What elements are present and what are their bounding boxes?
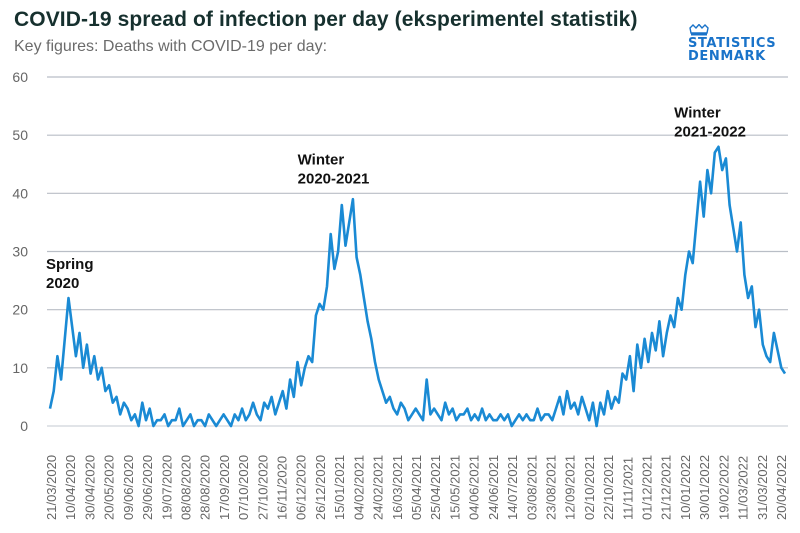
y-tick-label: 0 [20, 418, 28, 434]
x-tick-label: 19/02/2022 [716, 455, 731, 520]
x-tick-label: 21/12/2021 [659, 455, 674, 520]
x-tick-label: 07/10/2020 [236, 455, 251, 520]
x-tick-label: 14/07/2021 [505, 455, 520, 520]
x-tick-label: 03/08/2021 [524, 455, 539, 520]
x-tick-label: 30/04/2020 [82, 455, 97, 520]
y-tick-label: 30 [12, 244, 28, 260]
y-tick-label: 10 [12, 360, 28, 376]
x-tick-label: 11/03/2022 [736, 456, 751, 520]
series-line-deaths [48, 145, 787, 428]
annotation-label: Winter [674, 105, 721, 122]
x-tick-label: 20/04/2022 [774, 455, 789, 520]
y-tick-label: 40 [12, 185, 28, 201]
x-tick-label: 22/10/2021 [601, 455, 616, 520]
annotation-label: 2020 [46, 275, 79, 292]
x-tick-label: 15/05/2021 [447, 455, 462, 520]
x-tick-label: 01/12/2021 [640, 455, 655, 520]
logo-line-2: DENMARK [688, 49, 766, 64]
x-tick-label: 08/08/2020 [178, 455, 193, 520]
logo-line-1: STATISTICS [688, 36, 777, 51]
annotation-label: Winter [298, 151, 345, 168]
x-tick-label: 10/01/2022 [678, 455, 693, 520]
x-tick-label: 16/03/2021 [390, 455, 405, 520]
x-tick-label: 20/05/2020 [102, 455, 117, 520]
x-tick-label: 28/08/2020 [198, 455, 213, 520]
x-tick-label: 11/11/2021 [620, 457, 635, 520]
x-tick-label: 30/01/2022 [697, 455, 712, 520]
x-tick-label: 04/02/2021 [351, 455, 366, 520]
x-tick-label: 31/03/2022 [755, 455, 770, 520]
annotation-label: 2020-2021 [298, 170, 370, 187]
x-tick-label: 15/01/2021 [332, 455, 347, 520]
x-tick-label: 09/06/2020 [121, 455, 136, 520]
chart-title: COVID-19 spread of infection per day (ek… [14, 8, 638, 31]
x-tick-label: 25/04/2021 [428, 455, 443, 520]
y-tick-label: 50 [12, 127, 28, 143]
chart-subtitle: Key figures: Deaths with COVID-19 per da… [14, 38, 328, 55]
x-tick-label: 24/06/2021 [486, 455, 501, 520]
x-tick-label: 19/07/2020 [159, 455, 174, 520]
x-tick-label: 27/10/2020 [255, 455, 270, 520]
x-tick-label: 12/09/2021 [563, 455, 578, 520]
x-tick-label: 16/11/2020 [275, 456, 290, 520]
x-tick-label: 29/06/2020 [140, 455, 155, 520]
x-tick-label: 04/06/2021 [467, 455, 482, 520]
crown-icon [689, 24, 709, 36]
statistics-denmark-logo: STATISTICS DENMARK [688, 24, 778, 64]
x-tick-label: 02/10/2021 [582, 455, 597, 520]
y-tick-label: 60 [12, 69, 28, 85]
x-tick-label: 06/12/2020 [294, 455, 309, 520]
x-tick-label: 17/09/2020 [217, 455, 232, 520]
x-tick-label: 10/04/2020 [63, 455, 78, 520]
x-tick-label: 24/02/2021 [371, 455, 386, 520]
x-tick-label: 21/03/2020 [44, 455, 59, 520]
x-tick-label: 05/04/2021 [409, 455, 424, 520]
x-tick-label: 23/08/2021 [543, 455, 558, 520]
x-tick-label: 26/12/2020 [313, 455, 328, 520]
annotation-label: Spring [46, 256, 94, 273]
annotation-label: 2021-2022 [674, 124, 746, 141]
y-tick-label: 20 [12, 302, 28, 318]
